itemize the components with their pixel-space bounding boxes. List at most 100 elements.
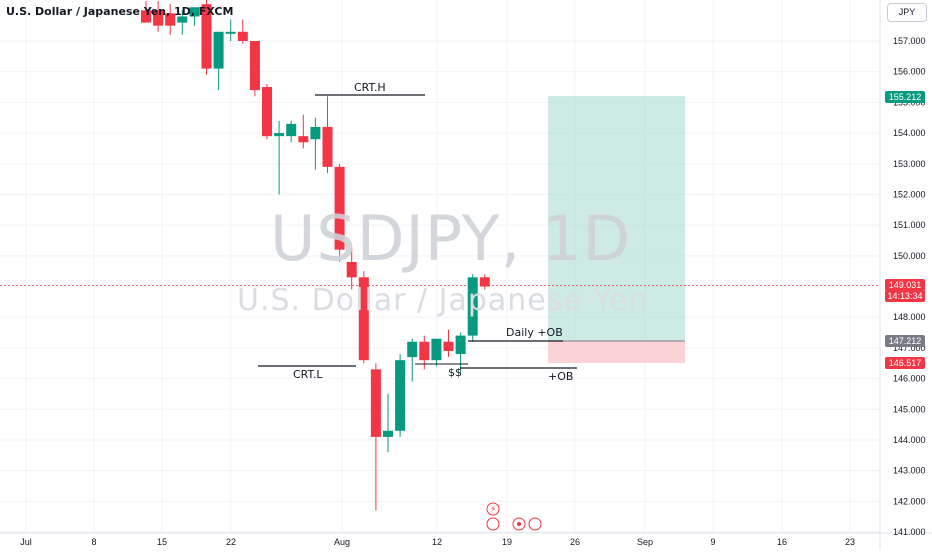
candle[interactable] [249,41,260,97]
candle-body [358,277,369,361]
y-tick-label: 146.000 [893,374,926,384]
candle-body [419,341,430,361]
candle-body [213,31,224,69]
y-tick-label: 156.000 [893,67,926,77]
y-tick-label: 152.000 [893,189,926,199]
candle-body [201,4,212,69]
candle-body [298,136,309,143]
y-tick-label: 150.000 [893,251,926,261]
candle[interactable] [467,274,478,342]
candle[interactable] [141,1,151,23]
chart-title: U.S. Dollar / Japanese Yen, 1D, FXCM [6,5,234,18]
candle-body [334,166,345,250]
candle-body [370,369,381,437]
candle-body [189,7,200,17]
x-tick-label: 26 [570,537,580,547]
candle-body [177,16,188,23]
candle-body [383,430,393,437]
x-tick-label: 12 [432,537,442,547]
candles [141,0,490,511]
y-tick-label: 147.000 [893,343,926,353]
ob-label[interactable]: +OB [548,370,574,383]
candle[interactable] [286,120,297,143]
crt-h-label[interactable]: CRT.H [354,81,386,94]
candle[interactable] [213,31,224,91]
candle-body [225,31,236,34]
candle[interactable] [455,332,466,373]
event-flag-icon-2 [528,517,542,531]
daily-ob-label[interactable]: Daily +OB [506,326,563,339]
current-price-tag: 149.031 [885,279,925,291]
candle[interactable] [407,338,418,382]
x-tick-label: 8 [91,537,96,547]
y-tick-label: 144.000 [893,435,926,445]
candle[interactable] [479,274,490,290]
event-lightning-icon [486,502,500,516]
event-icons[interactable]: ⚡ [486,502,542,531]
candle[interactable] [310,117,321,170]
candle[interactable] [153,1,164,32]
y-tick-label: 153.000 [893,159,926,169]
candle-body [286,123,297,137]
candle[interactable] [165,4,176,35]
candle-body [431,338,442,361]
candle[interactable] [322,96,333,173]
candle[interactable] [177,10,188,35]
y-tick-label: 157.000 [893,36,926,46]
countdown-tag: 14:13:34 [885,290,925,302]
x-tick-label: 22 [226,537,236,547]
candle[interactable] [370,363,381,511]
y-tick-label: 141.000 [893,527,926,537]
watermark-name: U.S. Dollar / Japanese Yen [237,283,649,318]
x-tick-label: 9 [710,537,715,547]
candle[interactable] [262,83,272,140]
candle-body [443,341,454,351]
candle-body [322,126,333,167]
candle[interactable] [274,120,285,195]
candle-body [274,133,285,137]
y-tick-label: 151.000 [893,220,926,230]
entry-price-tag: 147.212 [885,335,925,347]
candle[interactable] [298,114,309,149]
candle-body [165,13,176,26]
candle[interactable] [383,393,393,453]
x-tick-label: 16 [777,537,787,547]
candle[interactable] [346,246,357,290]
x-tick-label: Jul [20,537,32,547]
candle[interactable] [201,0,212,75]
candle[interactable] [443,329,454,358]
x-tick-label: Aug [334,537,350,547]
x-axis: Jul 8 15 22 Aug 12 19 26 Sep 9 16 23 [20,537,855,547]
x-tick-label: 23 [845,537,855,547]
candle-body [455,335,466,355]
target-zone[interactable] [548,96,685,341]
watermark-symbol: USDJPY, 1D [270,202,632,275]
candle[interactable] [334,163,345,262]
crt-l-label[interactable]: CRT.L [293,368,323,381]
candle[interactable] [395,354,406,437]
candle[interactable] [225,19,236,41]
x-tick-label: 19 [502,537,512,547]
candle[interactable] [237,19,248,45]
y-tick-label: 142.000 [893,496,926,506]
candle-body [249,41,260,91]
candle[interactable] [431,338,442,367]
ss-label[interactable]: $$ [448,366,462,379]
candle[interactable] [189,7,200,26]
candle[interactable] [358,271,369,364]
stop-price-tag: 146.517 [885,357,925,369]
svg-text:⚡: ⚡ [490,504,496,514]
candle-body [310,126,321,140]
candle-body [407,341,418,358]
candle-body [479,277,490,287]
x-tick-label: Sep [637,537,653,547]
candle-body [262,87,272,137]
stop-zone[interactable] [548,341,685,363]
y-tick-label: 148.000 [893,312,926,322]
currency-selector[interactable]: JPY [887,3,927,22]
candle-body [153,10,164,26]
candle-body [141,10,151,23]
y-tick-label: 143.000 [893,466,926,476]
